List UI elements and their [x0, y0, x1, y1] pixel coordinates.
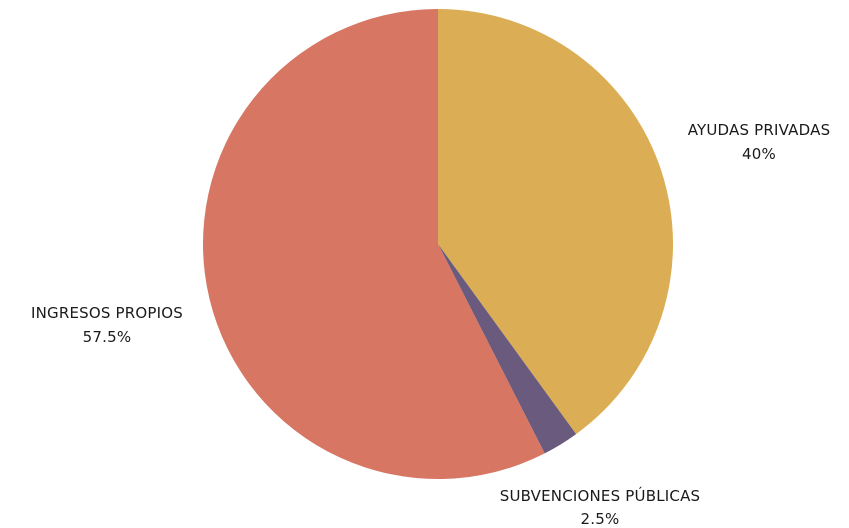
- pie-slice-subvenciones-publicas: [438, 244, 577, 454]
- slice-label-subvenciones-publicas: SUBVENCIONES PÚBLICAS: [500, 486, 701, 505]
- slice-value-subvenciones-publicas: 2.5%: [581, 510, 620, 528]
- slice-label-ingresos-propios: INGRESOS PROPIOS: [31, 304, 183, 322]
- slice-value-ayudas-privadas: 40%: [742, 145, 776, 163]
- pie-labels: AYUDAS PRIVADAS 40% SUBVENCIONES PÚBLICA…: [31, 121, 830, 528]
- pie-slice-ingresos-propios: [202, 9, 545, 480]
- pie-slices: [202, 9, 673, 480]
- pie-slice-ayudas-privadas: [438, 9, 673, 435]
- slice-value-ingresos-propios: 57.5%: [83, 328, 132, 346]
- slice-label-ayudas-privadas: AYUDAS PRIVADAS: [688, 121, 831, 139]
